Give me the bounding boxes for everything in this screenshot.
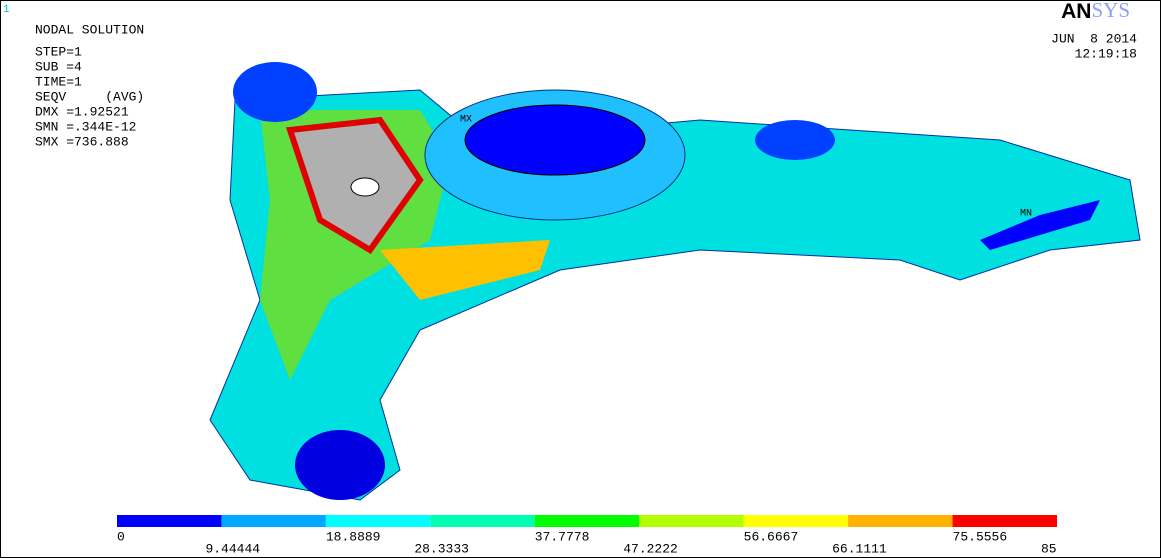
frame [1, 1, 1161, 558]
marker-label: MX [460, 115, 472, 126]
logo: ANSYS [1061, 0, 1130, 23]
legend-label: 75.5556 [953, 529, 1008, 544]
legend-swatch [326, 515, 430, 527]
legend-label: 56.6667 [744, 529, 799, 544]
plot-title: NODAL SOLUTION [35, 22, 144, 37]
legend-label: 37.7778 [535, 529, 590, 544]
info-line: SUB =4 [35, 59, 82, 74]
window-number: 1 [3, 4, 10, 16]
legend-swatch [639, 515, 743, 527]
boss [233, 62, 317, 122]
hole [755, 120, 835, 160]
legend-label: 85 [1041, 541, 1057, 556]
legend-label: 9.44444 [205, 541, 260, 556]
hole [351, 178, 379, 196]
legend-label: 0 [117, 529, 125, 544]
hub-face [465, 105, 645, 175]
info-line: STEP=1 [35, 44, 82, 59]
date: JUN 8 2014 [1051, 31, 1137, 46]
legend-swatch [848, 515, 952, 527]
ansys-window: 1 NODAL SOLUTION STEP=1SUB =4TIME=1SEQV (A… [0, 0, 1161, 558]
logo-bold: AN [1061, 0, 1091, 23]
info-line: SMN =.344E-12 [35, 119, 136, 134]
logo-light: SYS [1091, 0, 1130, 22]
info-line: SEQV (AVG) [35, 89, 144, 104]
legend-label: 28.3333 [414, 541, 469, 556]
legend-swatch [221, 515, 325, 527]
legend-swatch [117, 515, 221, 527]
bushing [295, 430, 385, 500]
info-line: SMX =736.888 [35, 134, 129, 149]
legend-label: 18.8889 [326, 529, 381, 544]
info-line: DMX =1.92521 [35, 104, 129, 119]
legend-swatch [744, 515, 848, 527]
legend-label: 47.2222 [623, 541, 678, 556]
marker-label: MN [1020, 209, 1032, 220]
legend-swatch [535, 515, 639, 527]
info-line: TIME=1 [35, 74, 82, 89]
legend-label: 66.1111 [832, 541, 887, 556]
legend-swatch [953, 515, 1057, 527]
legend-swatch [430, 515, 534, 527]
time: 12:19:18 [1075, 46, 1137, 61]
